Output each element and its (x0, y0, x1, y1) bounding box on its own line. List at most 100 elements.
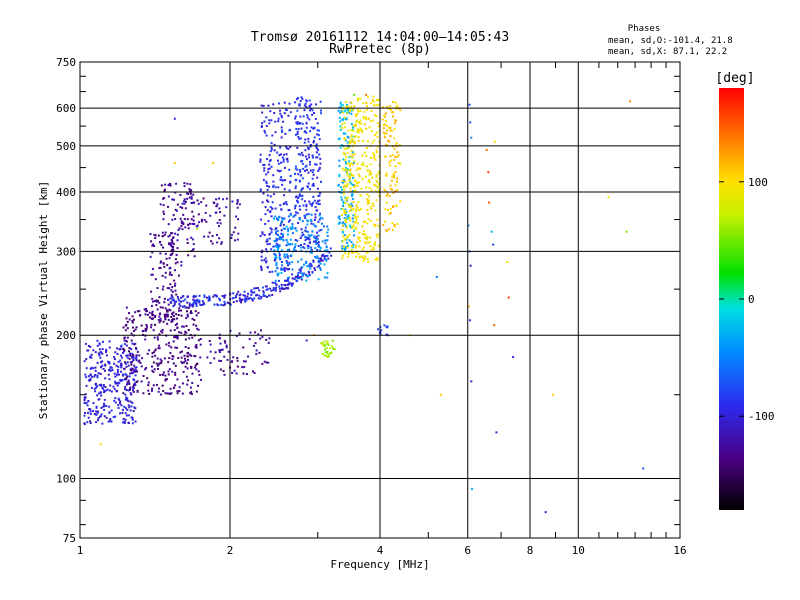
data-point (305, 274, 308, 277)
data-point (359, 167, 362, 170)
data-point (103, 369, 106, 372)
data-point (176, 335, 179, 338)
data-point (181, 202, 184, 205)
data-point (274, 215, 277, 218)
data-point (205, 220, 208, 223)
data-point (200, 304, 203, 307)
data-point (313, 218, 316, 221)
data-point (310, 264, 313, 267)
data-point (356, 181, 359, 184)
data-point (299, 246, 302, 249)
data-point (286, 160, 289, 163)
data-point (308, 163, 311, 166)
data-point (164, 271, 167, 274)
data-point (374, 223, 377, 226)
data-point (325, 346, 328, 349)
data-point (258, 294, 261, 297)
data-point (283, 202, 286, 205)
data-point (305, 121, 308, 124)
data-point (236, 202, 239, 205)
data-point (162, 262, 165, 265)
data-point (280, 136, 283, 139)
data-point (289, 213, 292, 216)
data-point (94, 369, 97, 372)
data-point (364, 116, 367, 119)
data-point (269, 195, 272, 198)
data-point (270, 142, 273, 145)
data-point (172, 242, 175, 245)
data-point (345, 156, 348, 159)
data-point (171, 320, 174, 323)
data-point (176, 326, 179, 329)
data-point (118, 348, 121, 351)
data-point (321, 259, 324, 262)
data-point (363, 110, 366, 113)
data-point (132, 389, 135, 392)
data-point (264, 206, 267, 209)
data-point (190, 195, 193, 198)
data-point (357, 136, 360, 139)
data-point (274, 131, 277, 134)
data-point (355, 218, 358, 221)
data-point (236, 200, 239, 203)
data-point (355, 169, 358, 172)
data-point (183, 198, 186, 201)
data-point (180, 264, 183, 267)
data-point (285, 267, 288, 270)
data-point (113, 387, 116, 390)
data-point (396, 223, 399, 226)
data-point (84, 393, 87, 396)
data-point (367, 260, 370, 263)
data-point (172, 311, 175, 314)
data-point (170, 253, 173, 256)
data-point (192, 243, 195, 246)
data-point (493, 324, 496, 327)
data-point (238, 299, 241, 302)
data-point (278, 170, 281, 173)
data-point (242, 372, 245, 375)
x-tick-label: 1 (77, 544, 84, 557)
data-point (97, 372, 100, 375)
data-point (368, 181, 371, 184)
data-point (302, 246, 305, 249)
data-point (354, 246, 357, 249)
data-point (346, 174, 349, 177)
data-point (287, 276, 290, 279)
data-point (161, 231, 164, 234)
data-point (162, 390, 165, 393)
data-point (100, 406, 103, 409)
data-point (227, 350, 230, 353)
data-point (258, 351, 261, 354)
data-point (176, 261, 179, 264)
data-point (355, 121, 358, 124)
data-point (318, 246, 321, 249)
data-point (313, 112, 316, 115)
data-point (170, 294, 173, 297)
data-point (119, 378, 122, 381)
data-point (274, 279, 277, 282)
data-point (290, 228, 293, 231)
data-point (366, 193, 369, 196)
y-tick-label: 100 (56, 473, 76, 486)
data-point (157, 387, 160, 390)
data-point (392, 176, 395, 179)
data-point (297, 245, 300, 248)
data-point (338, 165, 341, 168)
data-point (120, 356, 123, 359)
data-point (303, 272, 306, 275)
data-point (116, 371, 119, 374)
data-point (363, 236, 366, 239)
data-point (85, 384, 88, 387)
data-point (106, 388, 109, 391)
data-point (358, 245, 361, 248)
data-point (374, 190, 377, 193)
data-point (125, 344, 128, 347)
data-point (124, 361, 127, 364)
data-point (362, 259, 365, 262)
data-point (289, 226, 292, 229)
data-point (166, 264, 169, 267)
data-point (231, 360, 234, 363)
data-point (323, 225, 326, 228)
data-point (343, 122, 346, 125)
data-point (195, 225, 198, 228)
